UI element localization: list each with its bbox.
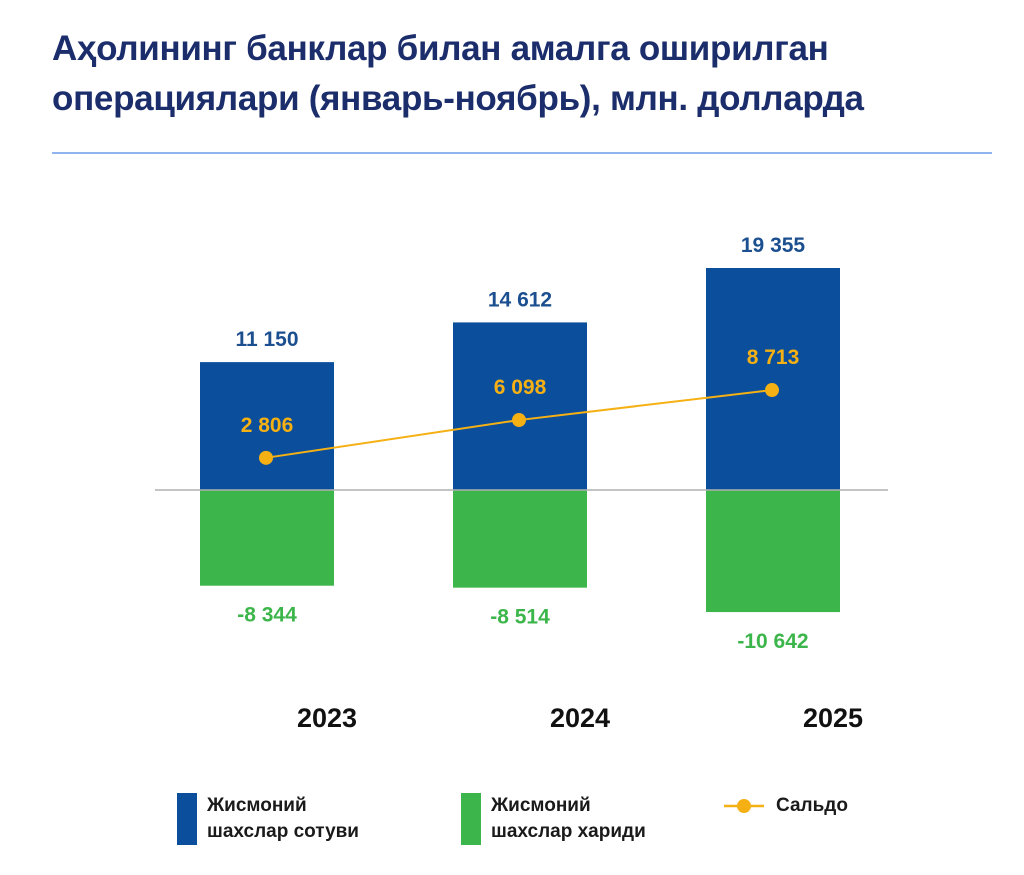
bar-sales-2025 (706, 267, 840, 490)
x-tick-2025: 2025 (803, 703, 863, 733)
legend-item-purchases: Жисмоний шахслар хариди (461, 793, 671, 845)
label-sales-2025: 19 355 (741, 234, 806, 257)
legend-swatch-sales (177, 793, 197, 845)
label-purchases-2023: -8 344 (237, 604, 297, 627)
label-sales-2023: 11 150 (235, 328, 298, 351)
legend-item-balance: Сальдо (722, 793, 848, 819)
legend-label-sales: Жисмоний шахслар сотуви (207, 795, 359, 842)
bar-purchases-2025 (706, 490, 840, 613)
bar-sales-2023 (200, 362, 334, 490)
x-tick-2023: 2023 (297, 703, 357, 733)
chart-title: Аҳолининг банклар билан амалга оширилган… (52, 29, 864, 118)
balance-point-2023 (259, 450, 273, 465)
label-balance-2025: 8 713 (747, 346, 800, 369)
title-divider (52, 152, 992, 154)
x-tick-2024: 2024 (550, 703, 610, 733)
label-sales-2024: 14 612 (488, 288, 552, 311)
legend-label-balance: Сальдо (776, 795, 848, 816)
legend-item-sales: Жисмоний шахслар сотуви (177, 793, 377, 845)
label-purchases-2024: -8 514 (490, 606, 550, 629)
legend-label-purchases: Жисмоний шахслар хариди (491, 795, 646, 842)
label-balance-2024: 6 098 (494, 376, 547, 399)
label-balance-2023: 2 806 (241, 414, 294, 437)
legend-swatch-purchases (461, 793, 481, 845)
bar-purchases-2024 (453, 490, 587, 588)
bar-purchases-2023 (200, 490, 334, 586)
balance-point-2025 (765, 383, 779, 398)
balance-point-2024 (512, 413, 526, 428)
label-purchases-2025: -10 642 (737, 630, 808, 653)
legend-line-marker-icon (724, 799, 764, 813)
bar-sales-2024 (453, 322, 587, 490)
